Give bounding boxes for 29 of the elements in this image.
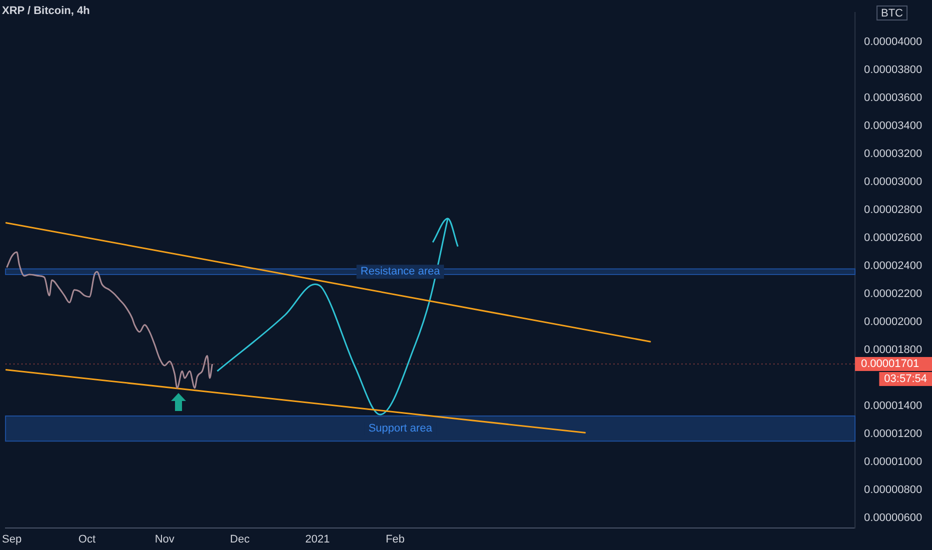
x-tick-label: Dec xyxy=(230,534,250,546)
y-tick-label: 0.00000800 xyxy=(864,484,922,496)
y-tick-label: 0.00003600 xyxy=(864,92,922,104)
y-tick-label: 0.00001800 xyxy=(864,344,922,356)
y-tick-label: 0.00003400 xyxy=(864,120,922,132)
band-label: Resistance area xyxy=(360,266,441,278)
y-tick-label: 0.00001400 xyxy=(864,400,922,412)
y-tick-label: 0.00000600 xyxy=(864,512,922,524)
x-tick-label: Feb xyxy=(386,534,405,546)
y-tick-label: 0.00003200 xyxy=(864,148,922,160)
y-tick-label: 0.00004000 xyxy=(864,36,922,48)
text: BTC xyxy=(881,8,904,20)
band-label: Support area xyxy=(368,422,433,435)
y-tick-label: 0.00002800 xyxy=(864,204,922,216)
x-tick-label: Nov xyxy=(154,534,175,546)
y-tick-label: 0.00001200 xyxy=(864,428,922,440)
y-tick-label: 0.00002600 xyxy=(864,232,922,244)
x-tick-label: 2021 xyxy=(305,534,330,546)
y-tick-label: 0.00002200 xyxy=(864,288,922,300)
y-tick-label: 0.00002000 xyxy=(864,316,922,328)
x-tick-label: Oct xyxy=(78,534,96,546)
x-tick-label: Sep xyxy=(2,534,22,546)
text: 03:57:54 xyxy=(884,373,928,386)
y-tick-label: 0.00002400 xyxy=(864,260,922,272)
y-tick-label: 0.00003000 xyxy=(864,176,922,188)
y-tick-label: 0.00003800 xyxy=(864,64,922,76)
y-tick-label: 0.00001000 xyxy=(864,456,922,468)
chart-title: XRP / Bitcoin, 4h xyxy=(2,5,90,17)
ref-line-label: 0.00001701 xyxy=(861,358,920,370)
